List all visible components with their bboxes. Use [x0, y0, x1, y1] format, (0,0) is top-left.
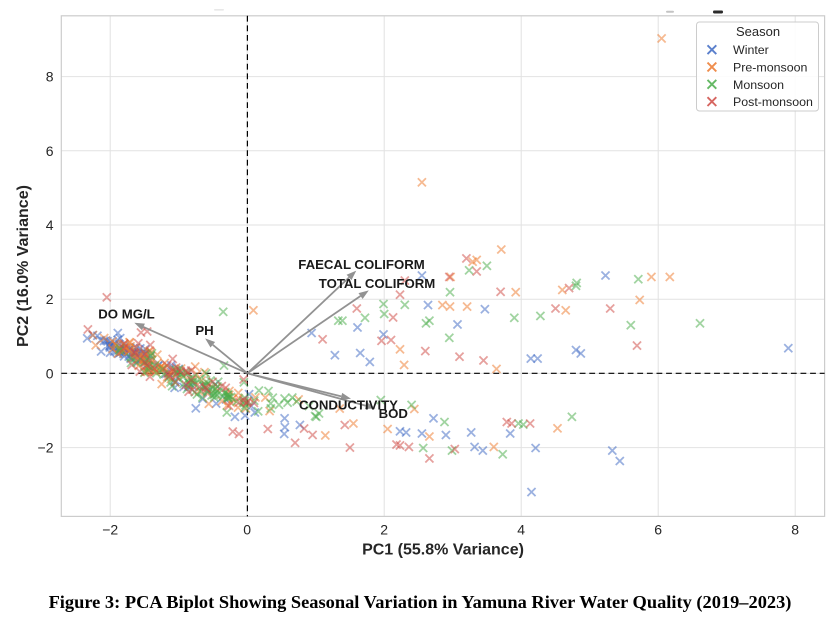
svg-text:4: 4	[517, 522, 525, 538]
svg-text:2: 2	[46, 291, 54, 307]
svg-text:6: 6	[46, 143, 54, 159]
svg-text:−2: −2	[38, 440, 54, 456]
svg-text:8: 8	[791, 522, 799, 538]
svg-text:4: 4	[46, 217, 54, 233]
svg-text:0: 0	[243, 522, 251, 538]
svg-text:8: 8	[46, 69, 54, 85]
svg-text:Post-monsoon: Post-monsoon	[733, 95, 813, 109]
svg-text:BOD: BOD	[379, 406, 408, 421]
svg-text:6: 6	[654, 522, 662, 538]
svg-text:0: 0	[46, 365, 54, 381]
svg-text:Season: Season	[736, 24, 780, 39]
svg-text:TOTAL COLIFORM: TOTAL COLIFORM	[319, 276, 435, 291]
svg-text:−2: −2	[102, 522, 118, 538]
svg-text:PC1 (55.8% Variance): PC1 (55.8% Variance)	[362, 541, 524, 558]
svg-text:Figure 3: PCA Biplot Showing S: Figure 3: PCA Biplot Showing Seasonal Va…	[49, 592, 792, 613]
svg-text:PH: PH	[195, 323, 213, 338]
svg-text:FAECAL COLIFORM: FAECAL COLIFORM	[298, 257, 425, 272]
svg-text:DO MG/L: DO MG/L	[98, 307, 154, 322]
svg-text:Monsoon: Monsoon	[733, 78, 784, 92]
svg-text:CONDUCTIVITY: CONDUCTIVITY	[299, 397, 398, 412]
svg-text:Pre-monsoon: Pre-monsoon	[733, 61, 807, 75]
svg-text:2: 2	[380, 522, 388, 538]
svg-text:PC2 (16.0% Variance): PC2 (16.0% Variance)	[15, 185, 32, 347]
svg-text:Winter: Winter	[733, 43, 769, 57]
